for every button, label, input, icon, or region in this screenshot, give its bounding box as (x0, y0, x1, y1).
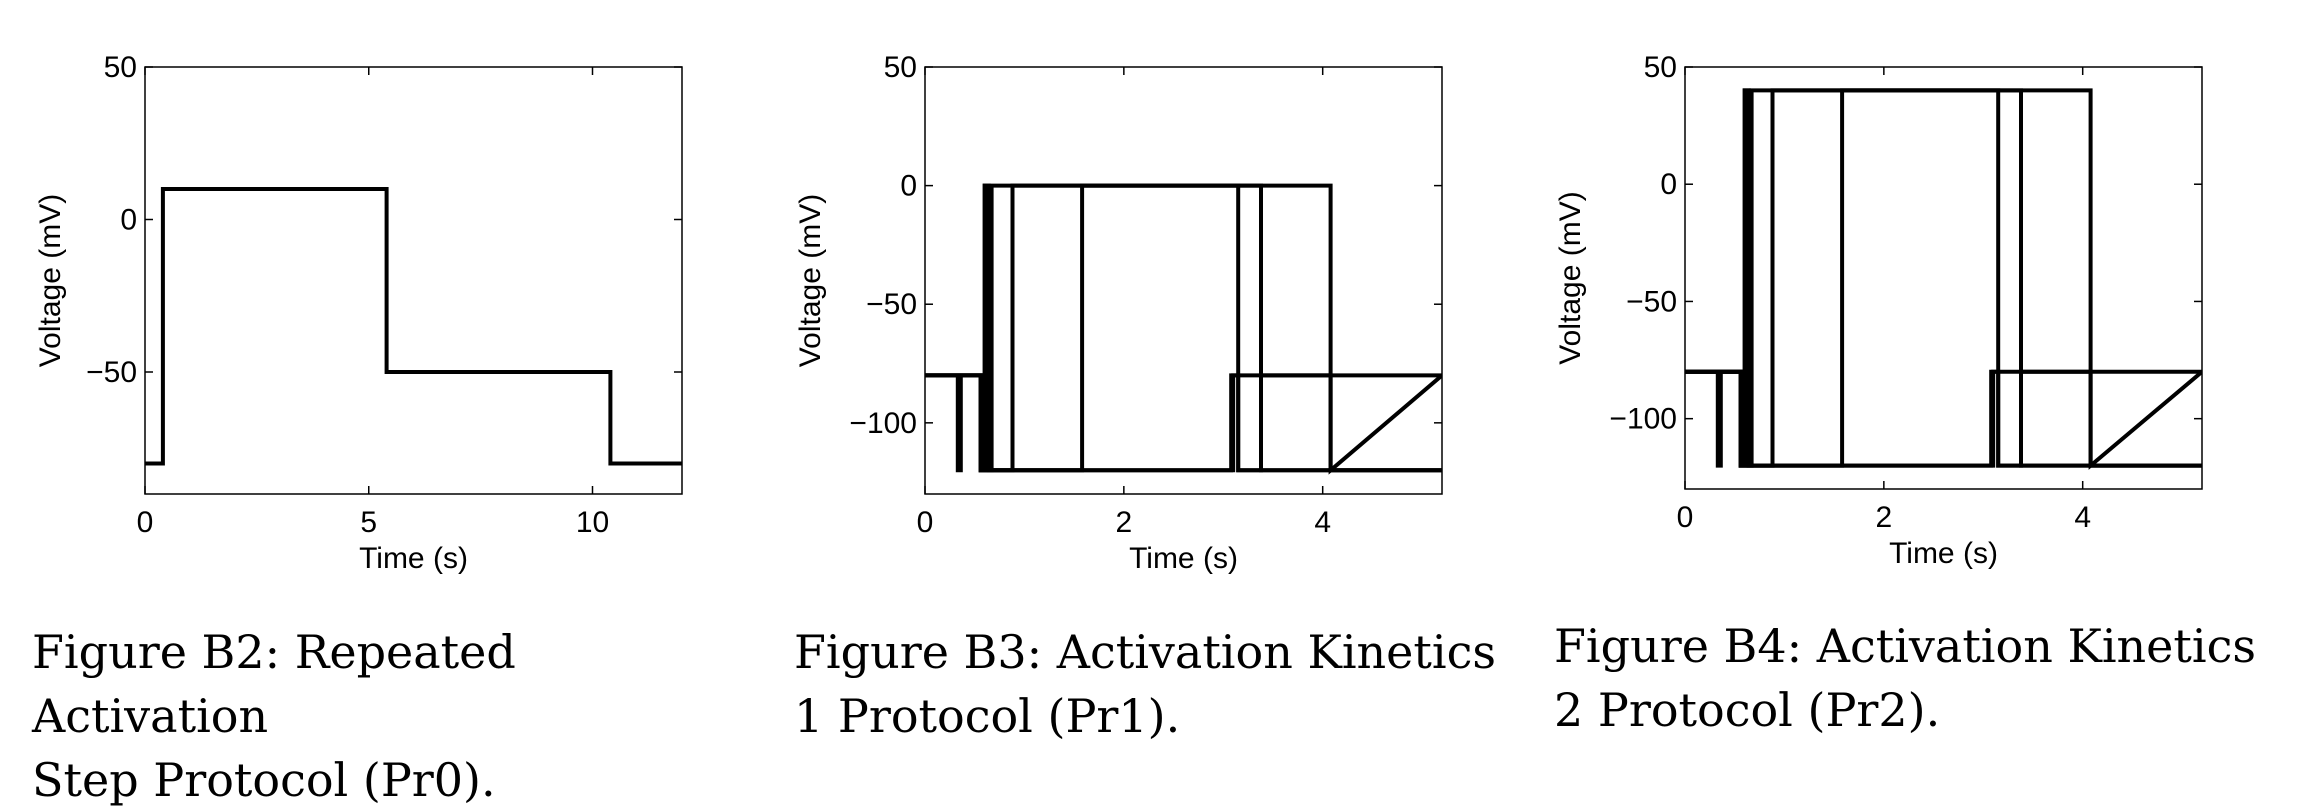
y-tick-label: 0 (120, 204, 137, 237)
x-tick-label: 10 (576, 506, 609, 539)
x-axis-label: Time (s) (1889, 537, 1998, 570)
chart-b2: 0 5 10 50 0 −50 Time (s) Voltage (mV) (34, 51, 683, 575)
caption-line1: Figure B4: Activation Kinetics (1554, 619, 2256, 673)
y-tick-label: 50 (1644, 51, 1677, 84)
series-line-1 (925, 183, 1442, 473)
plot-frame (144, 66, 683, 495)
x-tick-label: 5 (360, 506, 377, 539)
caption-line1: Figure B2: Repeated Activation (32, 625, 516, 743)
y-axis-label: Voltage (mV) (34, 194, 67, 367)
series-line-5 (1685, 88, 2202, 470)
y-tick-label: −50 (1626, 285, 1677, 318)
caption-b4: Figure B4: Activation Kinetics 2 Protoco… (1554, 614, 2256, 742)
series-line-1 (145, 187, 682, 466)
caption-b2: Figure B2: Repeated Activation Step Prot… (32, 620, 760, 812)
figure-b3: 0 2 4 50 0 −50 −100 Time (s) Voltage (mV) Figure… (760, 0, 1520, 784)
y-axis-label: Voltage (mV) (794, 194, 827, 367)
figure-b2: 0 5 10 50 0 −50 Time (s) Voltage (mV) Figure B2… (0, 0, 760, 807)
x-axis-label: Time (s) (1129, 542, 1238, 575)
caption-line2: 2 Protocol (Pr2). (1554, 683, 1941, 737)
y-tick-label: 0 (900, 170, 917, 203)
y-tick-label: 50 (884, 51, 917, 84)
x-tick-label: 0 (917, 506, 934, 539)
figure-b4: 0 2 4 50 0 −50 −100 Time (s) Voltage (mV) Figure… (1520, 0, 2280, 784)
series-line-3 (925, 183, 1442, 473)
plot-frame (1684, 66, 2203, 490)
x-tick-label: 2 (1876, 501, 1893, 534)
y-tick-label: 0 (1660, 168, 1677, 201)
caption-b3: Figure B3: Activation Kinetics 1 Protoco… (794, 620, 1496, 748)
series-line-3 (1685, 88, 2202, 468)
caption-line2: Step Protocol (Pr0). (32, 753, 496, 807)
series-line-5 (925, 183, 1442, 475)
series-line-2 (925, 183, 1442, 473)
x-tick-label: 0 (137, 506, 154, 539)
x-tick-label: 2 (1116, 506, 1133, 539)
series-line-1 (1685, 88, 2202, 468)
series-line-2 (1685, 88, 2202, 468)
chart-b4: 0 2 4 50 0 −50 −100 Time (s) Voltage (mV) (1554, 51, 2203, 570)
x-tick-label: 0 (1677, 501, 1694, 534)
y-tick-label: −100 (1609, 403, 1677, 436)
x-tick-label: 4 (2074, 501, 2091, 534)
series-line-4 (925, 183, 1442, 473)
plot-frame (924, 66, 1443, 495)
caption-line1: Figure B3: Activation Kinetics (794, 625, 1496, 679)
y-tick-label: −100 (849, 407, 917, 440)
y-tick-label: 50 (104, 51, 137, 84)
y-tick-label: −50 (86, 356, 137, 389)
chart-b3: 0 2 4 50 0 −50 −100 Time (s) Voltage (mV) (794, 51, 1443, 575)
x-axis-label: Time (s) (359, 542, 468, 575)
y-axis-label: Voltage (mV) (1554, 191, 1587, 364)
x-tick-label: 4 (1314, 506, 1331, 539)
series-line-4 (1685, 88, 2202, 468)
caption-line2: 1 Protocol (Pr1). (794, 689, 1181, 743)
y-tick-label: −50 (866, 288, 917, 321)
